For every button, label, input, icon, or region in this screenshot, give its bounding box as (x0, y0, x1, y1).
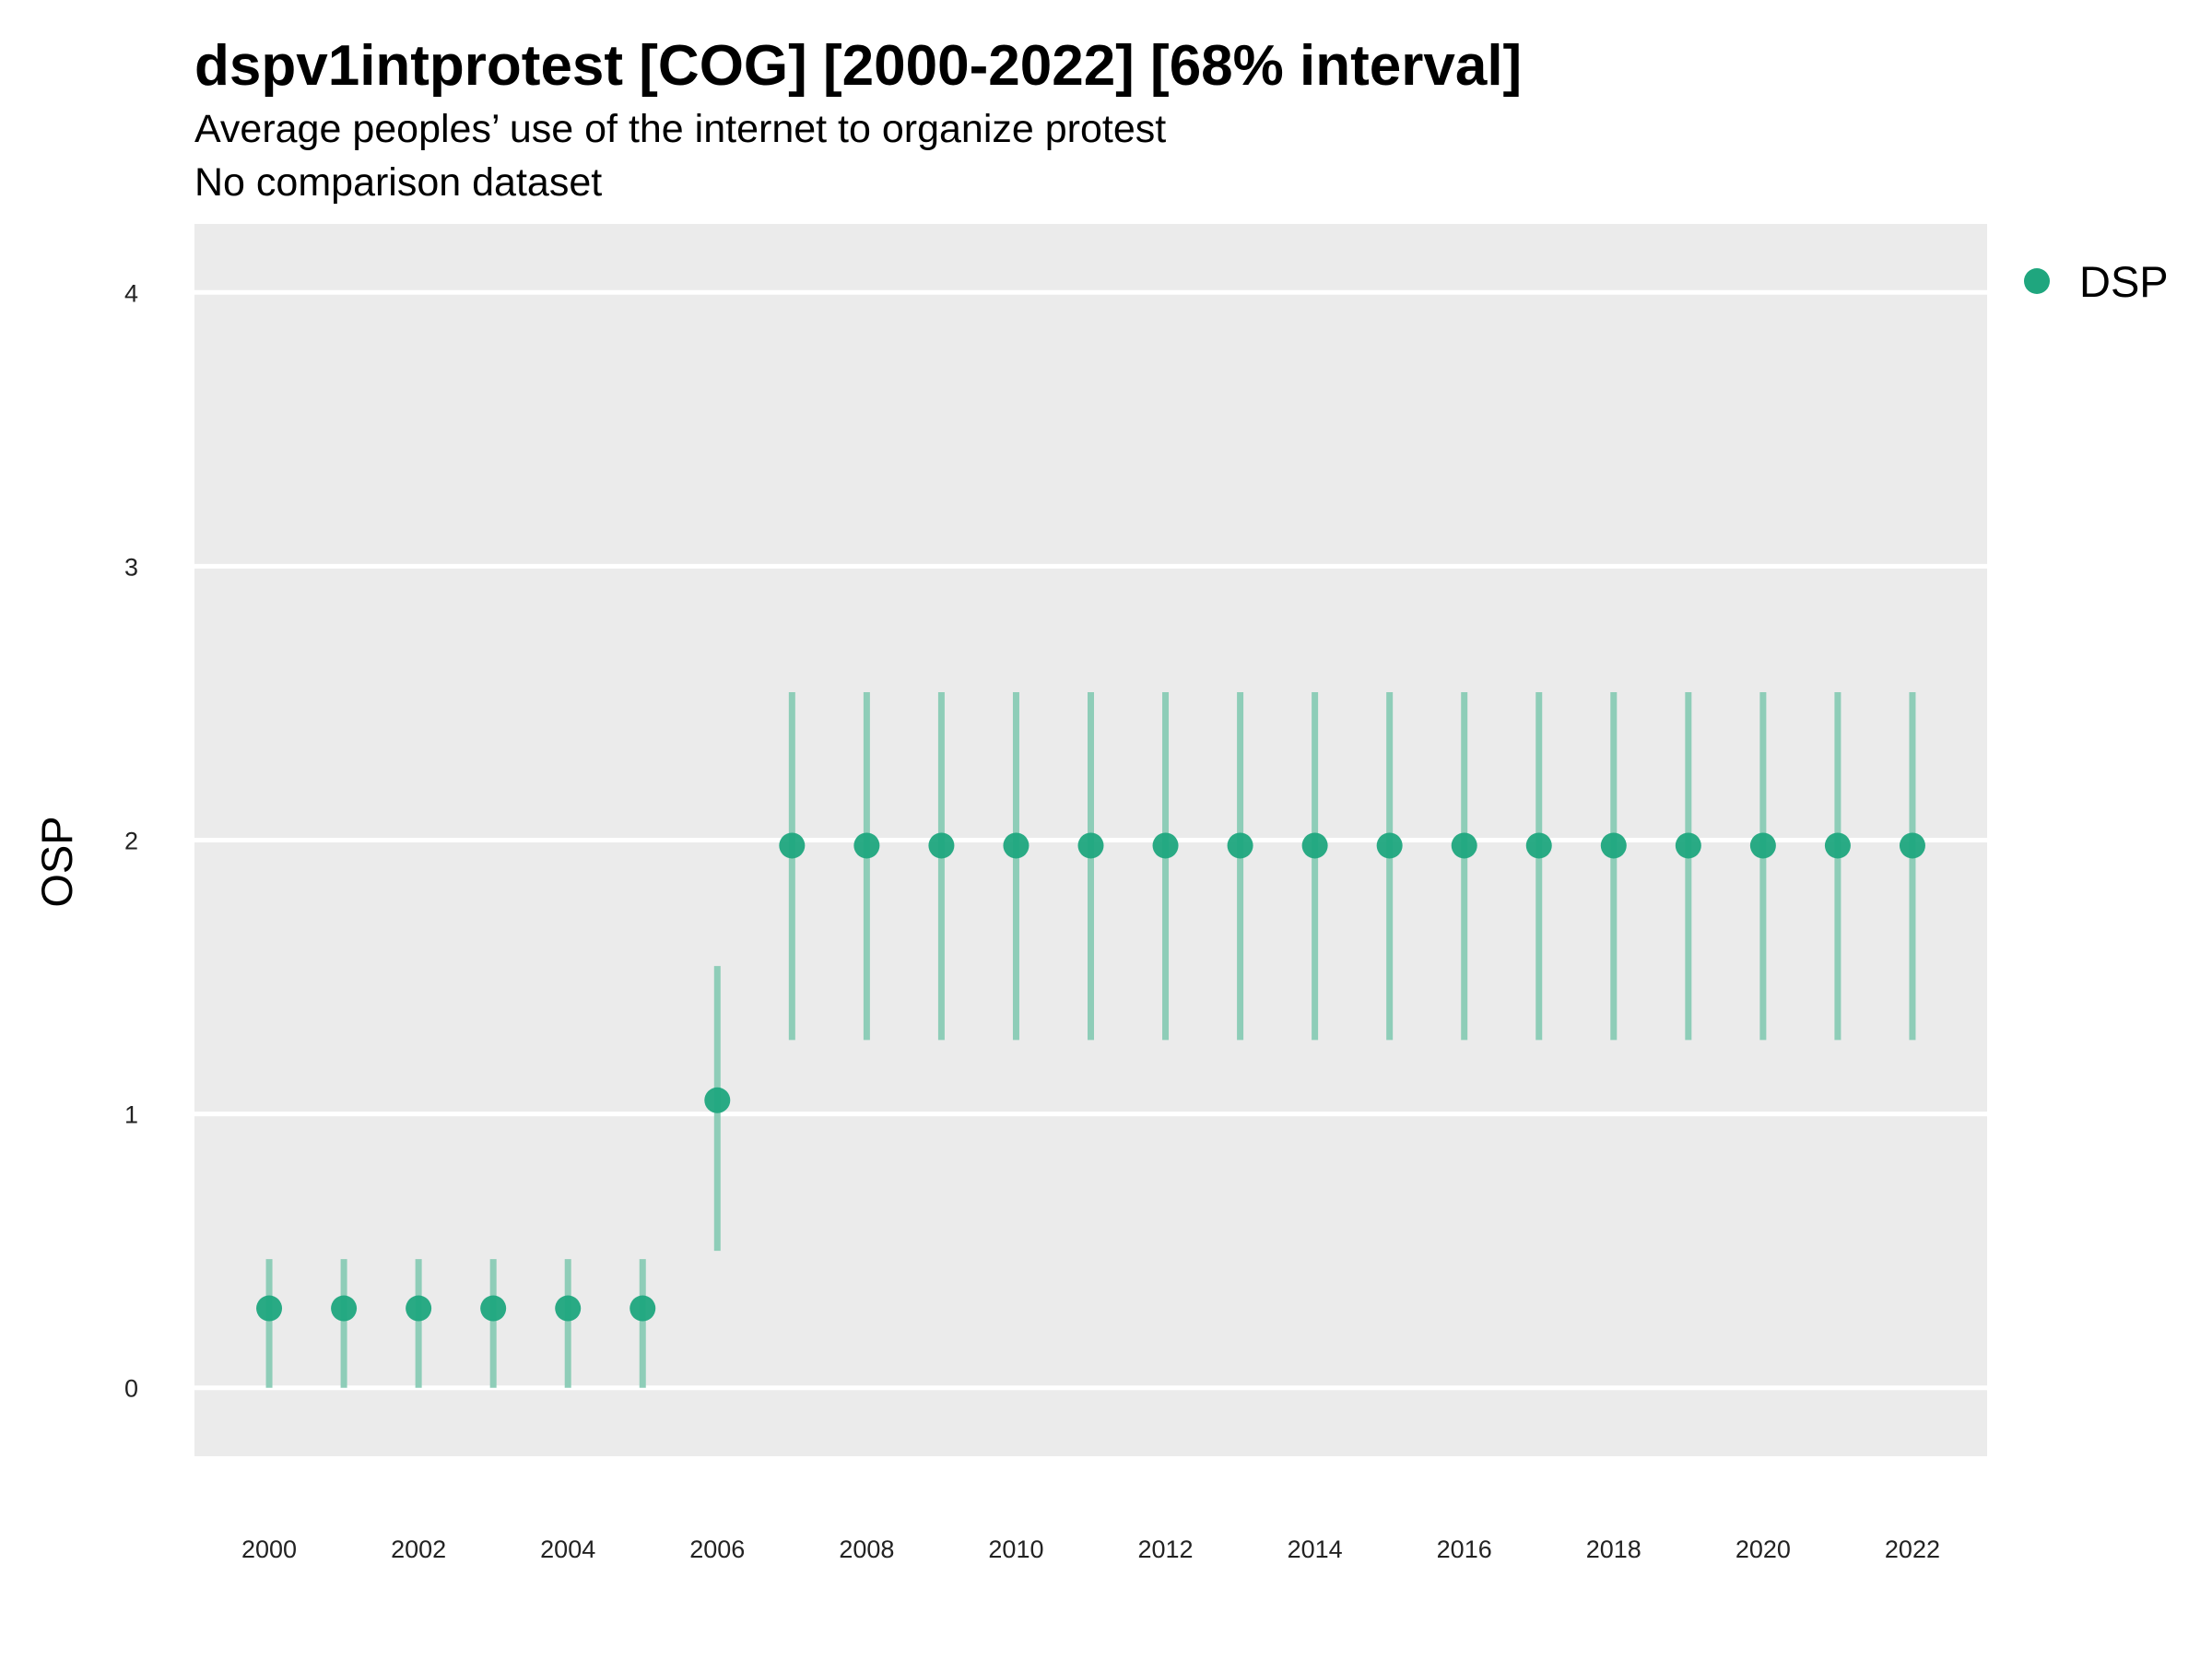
x-tick-label: 2012 (1138, 1535, 1194, 1563)
x-axis-ticks: 2000 2002 2004 2006 2008 2010 2012 2014 2016 2018… (241, 1535, 1940, 1563)
data-point (928, 832, 955, 859)
chart-comparison-note: No comparison dataset (194, 160, 603, 205)
y-tick-label: 1 (124, 1101, 138, 1129)
y-tick-label: 3 (124, 553, 138, 581)
x-tick-label: 2008 (839, 1535, 894, 1563)
data-point (1600, 832, 1627, 859)
data-point (555, 1295, 582, 1322)
legend-swatch-dsp (2024, 268, 2050, 294)
data-point (704, 1087, 731, 1113)
x-tick-label: 2004 (540, 1535, 595, 1563)
data-point (1525, 832, 1552, 859)
data-point (1301, 832, 1328, 859)
data-point (779, 832, 806, 859)
x-tick-label: 2020 (1735, 1535, 1791, 1563)
data-point (1899, 832, 1925, 859)
x-tick-label: 2000 (241, 1535, 297, 1563)
interval-bars (265, 692, 1916, 1388)
data-point (1376, 832, 1403, 859)
data-point (480, 1295, 507, 1322)
data-point (1003, 832, 1030, 859)
x-tick-label: 2016 (1437, 1535, 1492, 1563)
data-point (1451, 832, 1477, 859)
data-point (1824, 832, 1851, 859)
x-tick-label: 2018 (1586, 1535, 1641, 1563)
x-tick-label: 2006 (689, 1535, 745, 1563)
legend: DSP (2024, 257, 2169, 306)
data-point (331, 1295, 358, 1322)
x-tick-label: 2010 (988, 1535, 1043, 1563)
x-tick-label: 2002 (391, 1535, 446, 1563)
data-point (629, 1295, 656, 1322)
x-tick-label: 2014 (1288, 1535, 1343, 1563)
y-tick-label: 4 (124, 279, 138, 307)
chart-title: dspv1intprotest [COG] [2000-2022] [68% i… (194, 34, 1523, 98)
chart-subtitle: Average peoples’ use of the internet to … (194, 107, 1167, 151)
data-point (406, 1295, 432, 1322)
data-point (1077, 832, 1104, 859)
data-point (853, 832, 880, 859)
y-axis-label: OSP (32, 816, 81, 907)
data-point (1227, 832, 1253, 859)
data-points (256, 832, 1925, 1322)
y-axis-ticks: 0 1 2 3 4 (124, 279, 138, 1402)
data-point (1675, 832, 1701, 859)
x-tick-label: 2022 (1885, 1535, 1940, 1563)
y-tick-label: 0 (124, 1375, 138, 1403)
data-point (1749, 832, 1776, 859)
legend-label-dsp: DSP (2079, 257, 2169, 306)
data-point (256, 1295, 283, 1322)
data-point (1152, 832, 1179, 859)
y-tick-label: 2 (124, 828, 138, 855)
